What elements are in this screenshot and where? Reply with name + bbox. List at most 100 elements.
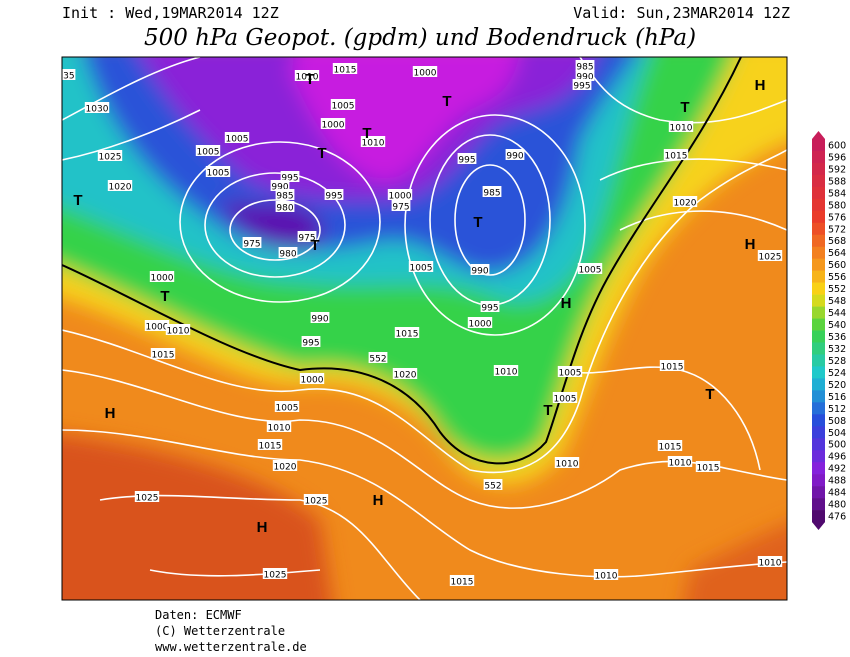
isobar-label: 995 xyxy=(573,82,590,92)
colorbar-band xyxy=(812,174,825,188)
colorbar-band xyxy=(812,234,825,248)
isobar-label-bg xyxy=(275,201,295,212)
isobar-label-bg xyxy=(224,132,250,143)
isobar-label-bg xyxy=(97,150,123,161)
isobar-label: 552 xyxy=(369,355,386,365)
pressure-system: T xyxy=(362,125,371,142)
pressure-system: T xyxy=(442,93,451,110)
colorbar-label: 488 xyxy=(828,476,846,487)
isobar-label: 985 xyxy=(576,63,593,73)
isobar-label-bg xyxy=(387,189,413,200)
isobar-label: 995 xyxy=(481,304,498,314)
colorbar-band xyxy=(812,139,825,152)
colorbar-band xyxy=(812,246,825,259)
isobar-label-bg xyxy=(275,189,295,200)
isobar-label: 980 xyxy=(276,204,293,214)
isobar-label-bg xyxy=(360,136,386,147)
colorbar-band xyxy=(812,306,825,319)
isobar-label: 1015 xyxy=(697,464,720,474)
colorbar-label: 496 xyxy=(828,452,846,463)
isobar-label: 1005 xyxy=(197,148,220,158)
isobar-label-bg xyxy=(324,189,344,200)
isobar-label-bg xyxy=(449,575,475,586)
isobar-label: 995 xyxy=(281,174,298,184)
isobar-label: 1000 xyxy=(389,192,412,202)
isobar-label: 975 xyxy=(298,234,315,244)
isobar-label-bg xyxy=(412,66,438,77)
colorbar-label: 520 xyxy=(828,380,846,391)
colorbar-label: 568 xyxy=(828,236,846,247)
isobar-label: 1000 xyxy=(414,69,437,79)
valid-time: Valid: Sun,23MAR2014 12Z xyxy=(573,4,790,22)
colorbar-band xyxy=(812,426,825,439)
isobar-label-bg xyxy=(482,186,502,197)
isobar-label: 1005 xyxy=(226,135,249,145)
colorbar-band xyxy=(812,390,825,403)
isobar-label: 1005 xyxy=(554,395,577,405)
colorbar-label: 516 xyxy=(828,392,846,403)
contour-552 xyxy=(62,57,742,465)
isobar-label: 1025 xyxy=(99,153,122,163)
isobar-label-bg xyxy=(274,401,300,412)
pressure-system: T xyxy=(310,237,319,254)
isobar-label: 1020 xyxy=(274,463,297,473)
colorbar-band xyxy=(812,318,825,331)
colorbar-label: 492 xyxy=(828,464,846,475)
colorbar-band xyxy=(812,198,825,212)
colorbar-band xyxy=(812,486,825,499)
isobar-label-bg xyxy=(408,261,434,272)
isobar-label: 1030 xyxy=(86,105,109,115)
pressure-system: T xyxy=(305,71,314,88)
isobar-label: 1015 xyxy=(661,363,684,373)
isobar-label: 1010 xyxy=(669,459,692,469)
isobar-label-bg xyxy=(280,171,300,182)
colorbar-band xyxy=(812,438,825,451)
isobar-label: 1015 xyxy=(659,443,682,453)
pressure-system: H xyxy=(105,405,116,422)
isobar-label-bg xyxy=(572,79,592,90)
isobar-label-bg xyxy=(467,317,493,328)
isobar-label: 1000 xyxy=(469,320,492,330)
isobar-label-bg xyxy=(150,348,176,359)
isobar-label: 1005 xyxy=(207,169,230,179)
isobar-label: 1020 xyxy=(109,183,132,193)
colorbar-label: 572 xyxy=(828,224,846,235)
colorbar-band xyxy=(812,150,825,164)
pressure-system: H xyxy=(561,295,572,312)
colorbar-label: 528 xyxy=(828,356,846,367)
isobar-label-bg xyxy=(242,237,262,248)
colorbar-label: 536 xyxy=(828,332,846,343)
footer-line: Daten: ECMWF xyxy=(155,608,242,622)
colorbar-label: 532 xyxy=(828,344,846,355)
colorbar-label: 512 xyxy=(828,404,846,415)
isobar-label-bg xyxy=(330,99,356,110)
isobar-label: 1010 xyxy=(759,559,782,569)
isobar-label: 975 xyxy=(392,203,409,213)
colorbar-band xyxy=(812,210,825,224)
isobar-label: 995 xyxy=(302,339,319,349)
isobar-label-bg xyxy=(262,568,288,579)
colorbar-label: 552 xyxy=(828,284,846,295)
isobar-label-bg xyxy=(575,70,595,81)
isobar-label-bg xyxy=(480,301,500,312)
colorbar-label: 484 xyxy=(828,488,846,499)
colorbar-band xyxy=(812,366,825,379)
isobar-label: 1010 xyxy=(167,327,190,337)
isobar-label-bg xyxy=(575,60,595,71)
colorbar-label: 556 xyxy=(828,272,846,283)
colorbar-cap-bottom xyxy=(812,522,825,531)
isobar-label-bg xyxy=(695,461,721,472)
isobar-label: 1010 xyxy=(595,572,618,582)
isobar-label: 1005 xyxy=(276,404,299,414)
isobar-label-bg xyxy=(668,121,694,132)
colorbar-band xyxy=(812,270,825,283)
colorbar-band xyxy=(812,498,825,511)
colorbar-label: 540 xyxy=(828,320,846,331)
isobar-label-bg xyxy=(659,360,685,371)
colorbar-band xyxy=(812,462,825,475)
isobar-label-bg xyxy=(332,63,358,74)
isobar-label-bg xyxy=(272,460,298,471)
isobar-label-bg xyxy=(297,231,317,242)
isobar-label: 1005 xyxy=(579,266,602,276)
colorbar-band xyxy=(812,342,825,355)
